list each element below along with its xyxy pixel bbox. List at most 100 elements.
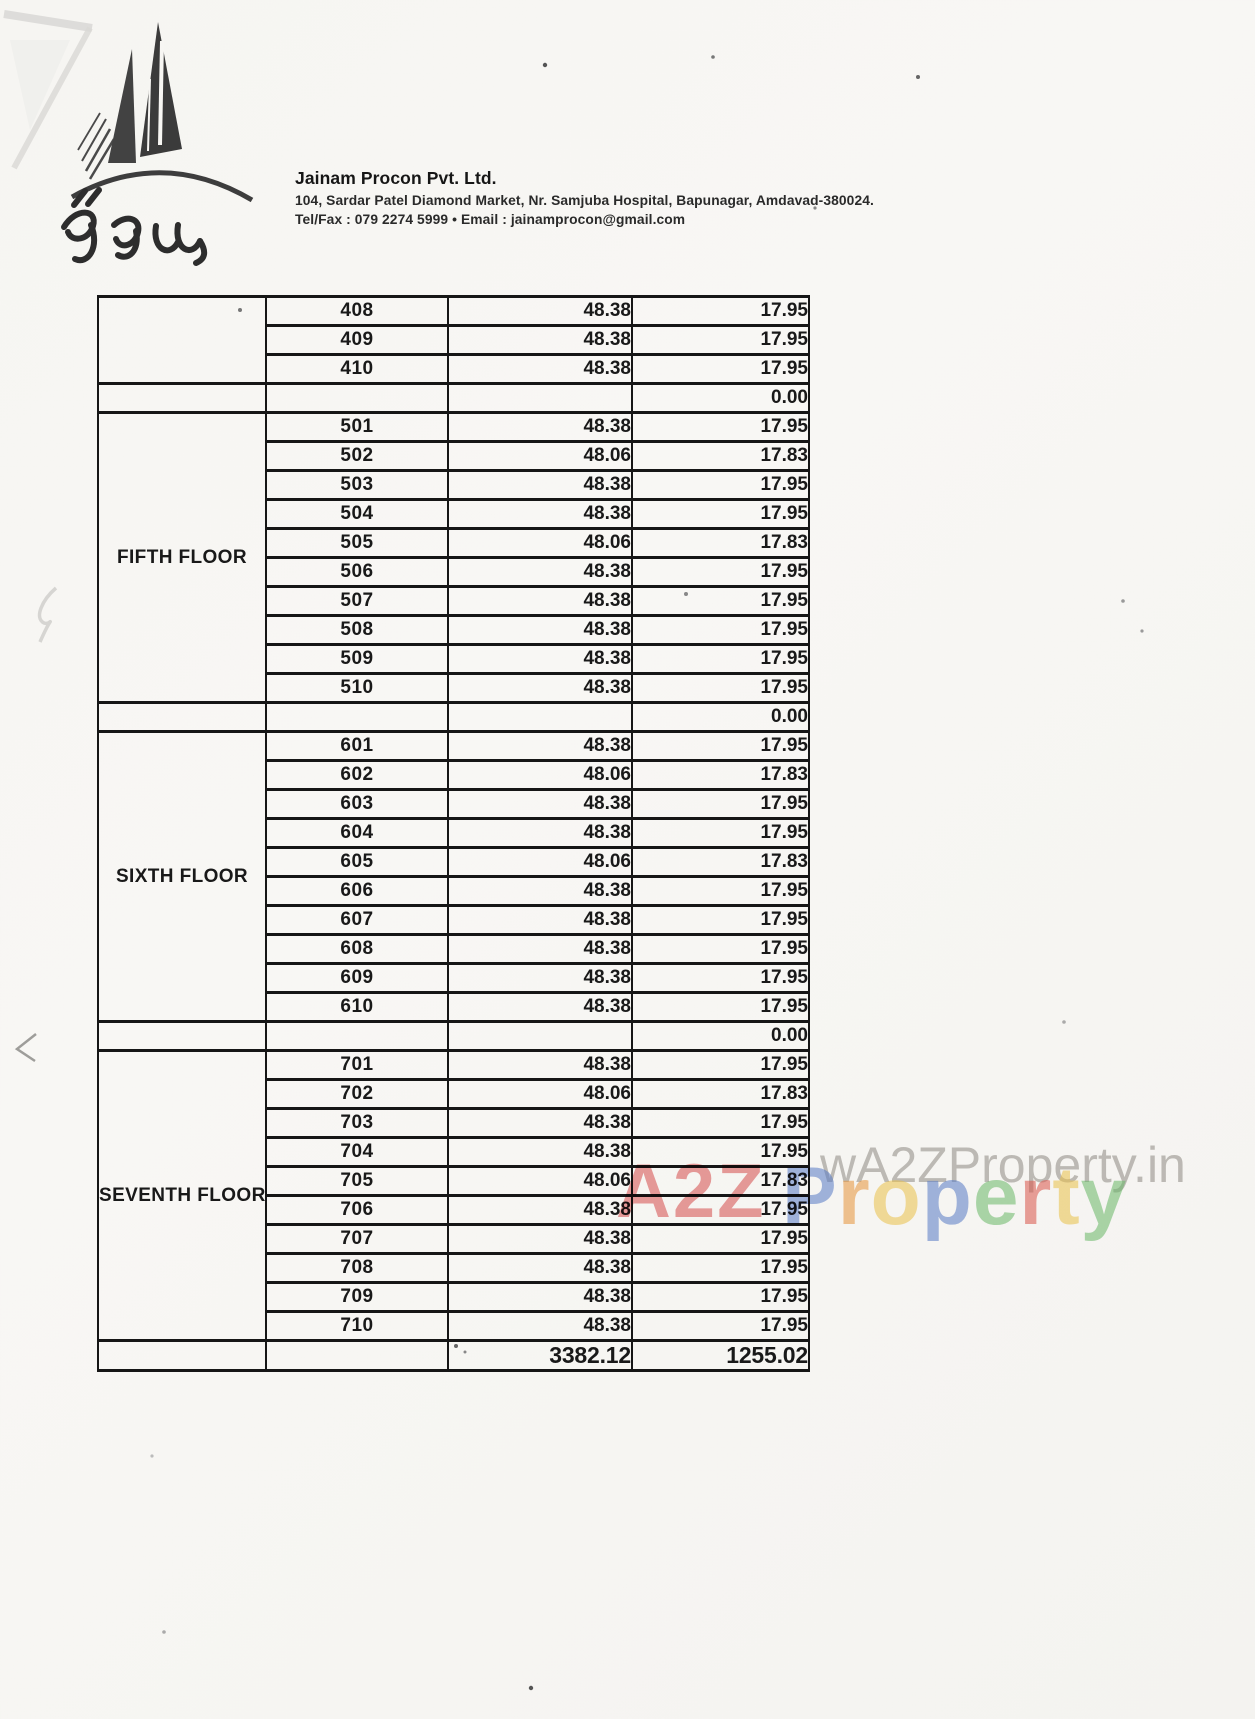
- table-row: 608 48.38 17.95: [98, 933, 810, 965]
- table-row: 705 48.06 17.83: [98, 1165, 810, 1197]
- second-value-cell: 17.95: [631, 1310, 810, 1342]
- unit-number-cell: 501: [265, 411, 449, 443]
- area-value-cell: 48.38: [447, 1310, 633, 1342]
- floor-label-cell: SIXTH FLOOR: [97, 730, 267, 1023]
- watermark-letter: o: [870, 1151, 922, 1242]
- unit-number-cell: 610: [265, 991, 449, 1023]
- floor-label-cell: [97, 701, 267, 733]
- unit-number-cell: 708: [265, 1252, 449, 1284]
- subtotal-value-cell: 0.00: [631, 1020, 810, 1052]
- second-value-cell: 17.95: [631, 614, 810, 646]
- area-value-cell: 48.06: [447, 1165, 633, 1197]
- unit-number-cell: 508: [265, 614, 449, 646]
- company-contact: Tel/Fax : 079 2274 5999 • Email : jainam…: [295, 212, 686, 227]
- second-value-cell: 17.95: [631, 1281, 810, 1313]
- floor-label-cell: SEVENTH FLOOR: [97, 1049, 267, 1342]
- area-value-cell: 48.38: [447, 643, 633, 675]
- area-value-cell: 48.38: [447, 614, 633, 646]
- area-value-cell: 48.38: [447, 933, 633, 965]
- watermark-site-text: wA2ZProperty.in: [820, 1137, 1186, 1193]
- second-value-cell: 17.95: [631, 933, 810, 965]
- second-value-cell: 17.83: [631, 759, 810, 791]
- unit-number-cell: 702: [265, 1078, 449, 1110]
- second-value-cell: 17.95: [631, 469, 810, 501]
- area-value-cell: 48.38: [447, 1194, 633, 1226]
- area-value-cell: 48.38: [447, 817, 633, 849]
- unit-number-cell: 608: [265, 933, 449, 965]
- grand-total-row: 3382.12 1255.02: [97, 1339, 810, 1372]
- unit-number-cell: 710: [265, 1310, 449, 1342]
- table-row: 510 48.38 17.95: [98, 672, 810, 704]
- second-total-cell: 1255.02: [631, 1339, 810, 1372]
- floor-label-cell: [97, 1020, 267, 1052]
- second-value-cell: 17.95: [631, 1136, 810, 1168]
- unit-number-cell: 409: [265, 324, 449, 356]
- watermark-letter: r: [1019, 1151, 1053, 1242]
- area-value-cell: [447, 382, 633, 414]
- area-value-cell: 48.38: [447, 1281, 633, 1313]
- unit-number-cell: 604: [265, 817, 449, 849]
- area-value-cell: 48.38: [447, 672, 633, 704]
- table-row: 609 48.38 17.95: [98, 962, 810, 994]
- unit-number-cell: 408: [265, 295, 449, 327]
- table-row: 710 48.38 17.95: [98, 1310, 810, 1342]
- area-value-cell: 48.38: [447, 1252, 633, 1284]
- second-value-cell: 17.95: [631, 788, 810, 820]
- floor-label-cell: [97, 1339, 267, 1372]
- floor-label-cell: FIFTH FLOOR: [97, 411, 267, 704]
- unit-number-cell: 709: [265, 1281, 449, 1313]
- area-value-cell: 48.06: [447, 759, 633, 791]
- unit-number-cell: 504: [265, 498, 449, 530]
- second-value-cell: 17.95: [631, 643, 810, 675]
- unit-number-cell: 509: [265, 643, 449, 675]
- second-value-cell: 17.95: [631, 1107, 810, 1139]
- gujarati-script: [61, 187, 208, 266]
- unit-number-cell: 601: [265, 730, 449, 762]
- second-value-cell: 17.95: [631, 730, 810, 762]
- subtotal-value-cell: 0.00: [631, 382, 810, 414]
- watermark-letter: p: [921, 1151, 973, 1242]
- unit-number-cell: 502: [265, 440, 449, 472]
- unit-number-cell: 701: [265, 1049, 449, 1081]
- area-value-cell: 48.06: [447, 527, 633, 559]
- table-row: 603 48.38 17.95: [98, 788, 810, 820]
- unit-number-cell: 505: [265, 527, 449, 559]
- table-row: 605 48.06 17.83: [98, 846, 810, 878]
- second-value-cell: 17.95: [631, 353, 810, 385]
- area-value-cell: 48.38: [447, 1049, 633, 1081]
- second-value-cell: 17.83: [631, 527, 810, 559]
- unit-number-cell: 606: [265, 875, 449, 907]
- area-value-cell: [447, 1020, 633, 1052]
- table-row: 502 48.06 17.83: [98, 440, 810, 472]
- table-row: 707 48.38 17.95: [98, 1223, 810, 1255]
- area-value-cell: 48.06: [447, 1078, 633, 1110]
- area-value-cell: 48.38: [447, 324, 633, 356]
- table-row: 505 48.06 17.83: [98, 527, 810, 559]
- table-row: SEVENTH FLOOR 701 48.38 17.95: [97, 1049, 810, 1342]
- unit-number-cell: 703: [265, 1107, 449, 1139]
- area-value-cell: 48.38: [447, 498, 633, 530]
- unit-number-cell: 607: [265, 904, 449, 936]
- unit-number-cell: 510: [265, 672, 449, 704]
- area-value-cell: 48.38: [447, 730, 633, 762]
- table-row: 706 48.38 17.95: [98, 1194, 810, 1226]
- watermark-letter: t: [1052, 1151, 1081, 1242]
- area-value-cell: 48.38: [447, 904, 633, 936]
- table-row: 703 48.38 17.95: [98, 1107, 810, 1139]
- table-row: 604 48.38 17.95: [98, 817, 810, 849]
- subtotal-value-cell: 0.00: [631, 701, 810, 733]
- second-value-cell: 17.95: [631, 991, 810, 1023]
- subtotal-row: 0.00: [97, 1020, 810, 1052]
- unit-number-cell: 605: [265, 846, 449, 878]
- table-row: 508 48.38 17.95: [98, 614, 810, 646]
- floor-table-body: 408 48.38 17.95 409 48.38 17.95 410 48.38 17.95 0…: [97, 295, 810, 1372]
- second-value-cell: 17.95: [631, 875, 810, 907]
- unit-number-cell: 410: [265, 353, 449, 385]
- table-row: 509 48.38 17.95: [98, 643, 810, 675]
- second-value-cell: 17.95: [631, 904, 810, 936]
- second-value-cell: 17.95: [631, 962, 810, 994]
- second-value-cell: 17.95: [631, 498, 810, 530]
- table-row: 704 48.38 17.95: [98, 1136, 810, 1168]
- unit-number-cell: 503: [265, 469, 449, 501]
- second-value-cell: 17.95: [631, 585, 810, 617]
